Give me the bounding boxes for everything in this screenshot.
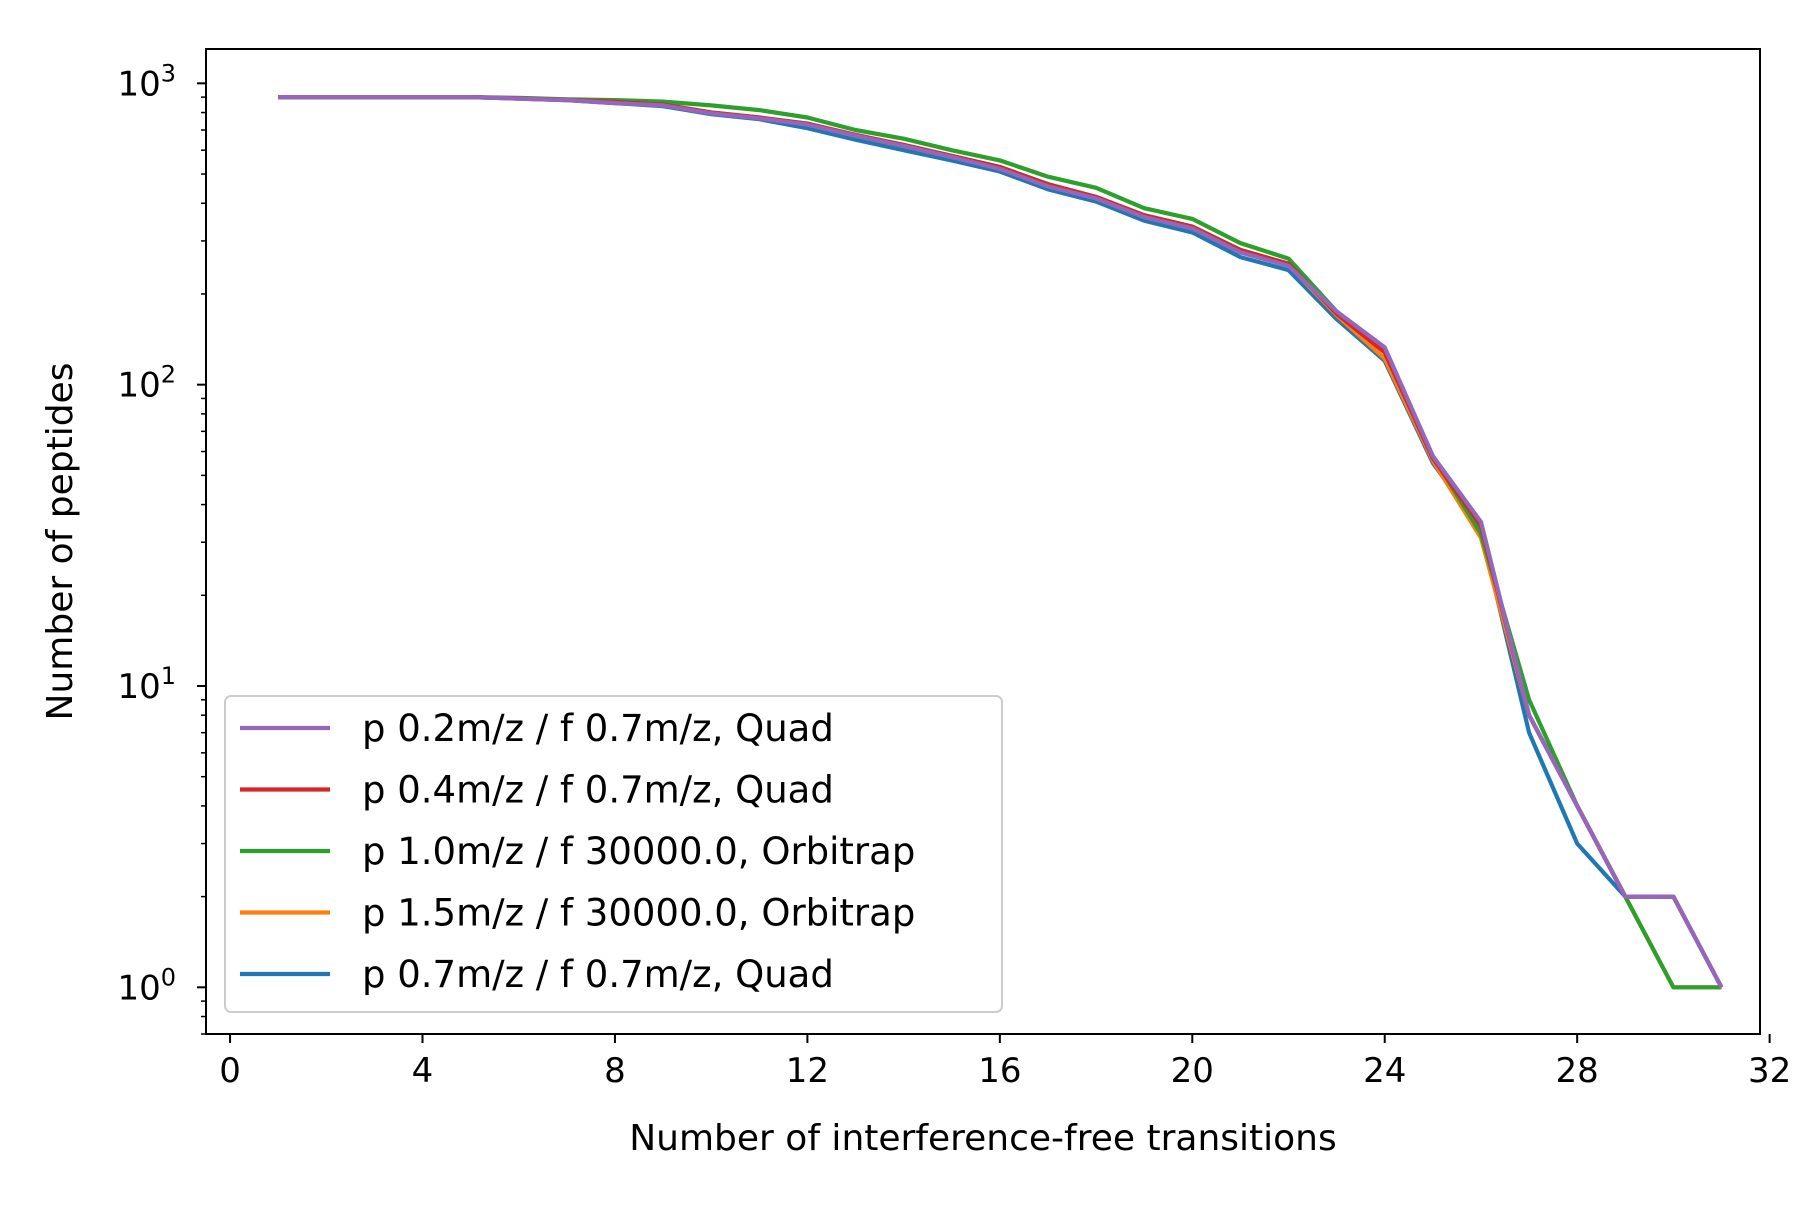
legend-item: p 0.7m/z / f 0.7m/z, Quad xyxy=(240,953,834,996)
x-tick-label: 12 xyxy=(786,1051,829,1091)
y-tick-label: 103 xyxy=(117,59,176,104)
x-tick-label: 28 xyxy=(1556,1051,1599,1091)
y-tick-label: 102 xyxy=(117,361,176,406)
y-tick-label: 101 xyxy=(117,662,176,707)
x-tick-label: 20 xyxy=(1171,1051,1214,1091)
plot-lines xyxy=(278,94,1724,990)
x-axis: 0 4 8 12 16 20 24 28 32 xyxy=(219,1034,1791,1091)
x-tick-label: 24 xyxy=(1363,1051,1406,1091)
legend-label: p 1.5m/z / f 30000.0, Orbitrap xyxy=(362,892,915,935)
y-tick-label: 100 xyxy=(117,963,176,1008)
x-tick-label: 32 xyxy=(1748,1051,1791,1091)
x-tick-label: 8 xyxy=(604,1051,626,1091)
x-tick-label: 4 xyxy=(412,1051,434,1091)
legend-item: p 0.4m/z / f 0.7m/z, Quad xyxy=(240,769,834,812)
series-line xyxy=(278,94,1724,989)
legend-label: p 1.0m/z / f 30000.0, Orbitrap xyxy=(362,830,915,873)
legend-label: p 0.7m/z / f 0.7m/z, Quad xyxy=(362,953,834,996)
legend-item: p 1.5m/z / f 30000.0, Orbitrap xyxy=(240,892,915,935)
legend: p 0.2m/z / f 0.7m/z, Quad p 0.4m/z / f 0.… xyxy=(224,695,1003,1013)
y-axis-label: Number of peptides xyxy=(40,363,81,721)
legend-item: p 1.0m/z / f 30000.0, Orbitrap xyxy=(240,830,915,873)
legend-item: p 0.2m/z / f 0.7m/z, Quad xyxy=(240,707,834,750)
x-tick-label: 0 xyxy=(219,1051,241,1091)
legend-box xyxy=(224,695,1003,1013)
legend-label: p 0.2m/z / f 0.7m/z, Quad xyxy=(362,707,834,750)
legend-label: p 0.4m/z / f 0.7m/z, Quad xyxy=(362,769,834,812)
x-tick-label: 16 xyxy=(978,1051,1021,1091)
y-axis: 100 101 102 103 xyxy=(117,59,206,1035)
x-axis-label: Number of interference-free transitions xyxy=(629,1118,1337,1159)
